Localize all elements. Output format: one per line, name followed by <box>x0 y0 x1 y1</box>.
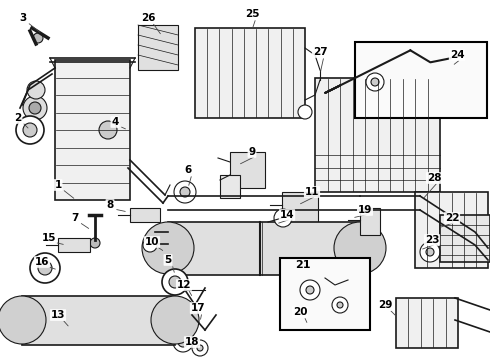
Text: 19: 19 <box>358 205 372 215</box>
Text: 24: 24 <box>450 50 465 60</box>
Text: 27: 27 <box>313 47 327 57</box>
Text: 28: 28 <box>427 173 441 183</box>
Circle shape <box>300 280 320 300</box>
Circle shape <box>27 81 45 99</box>
Circle shape <box>16 116 44 144</box>
Circle shape <box>143 238 157 252</box>
Text: 1: 1 <box>54 180 62 190</box>
Bar <box>168 222 360 275</box>
Circle shape <box>38 261 52 275</box>
Circle shape <box>142 222 194 274</box>
Circle shape <box>33 33 43 43</box>
Text: 8: 8 <box>106 200 114 210</box>
Text: 5: 5 <box>164 255 171 265</box>
Bar <box>396 298 458 348</box>
Circle shape <box>0 296 46 344</box>
Circle shape <box>197 345 203 351</box>
Circle shape <box>99 121 117 139</box>
Text: 21: 21 <box>295 260 311 270</box>
Circle shape <box>426 248 434 256</box>
Circle shape <box>334 222 386 274</box>
Circle shape <box>29 102 41 114</box>
Circle shape <box>332 297 348 313</box>
Circle shape <box>337 302 343 308</box>
Circle shape <box>420 242 440 262</box>
Bar <box>440 215 490 262</box>
Text: 12: 12 <box>177 280 191 290</box>
Bar <box>58 238 90 252</box>
Text: 2: 2 <box>14 113 22 123</box>
Circle shape <box>366 73 384 91</box>
Circle shape <box>173 332 193 352</box>
Text: 6: 6 <box>184 165 192 175</box>
Circle shape <box>23 123 37 137</box>
Text: 13: 13 <box>51 310 65 320</box>
Circle shape <box>90 238 100 248</box>
Circle shape <box>178 337 188 347</box>
Text: 11: 11 <box>305 187 319 197</box>
Text: 25: 25 <box>245 9 259 19</box>
Text: 4: 4 <box>111 117 119 127</box>
Circle shape <box>30 253 60 283</box>
Bar <box>315 78 440 192</box>
Text: 7: 7 <box>72 213 79 223</box>
Circle shape <box>174 181 196 203</box>
Circle shape <box>162 269 188 295</box>
Text: 15: 15 <box>42 233 56 243</box>
Bar <box>415 192 488 268</box>
Text: 23: 23 <box>425 235 439 245</box>
Text: 29: 29 <box>378 300 392 310</box>
Bar <box>130 208 160 222</box>
Circle shape <box>306 286 314 294</box>
Bar <box>55 60 130 200</box>
Text: 20: 20 <box>293 307 307 317</box>
Circle shape <box>23 96 47 120</box>
Circle shape <box>298 105 312 119</box>
Circle shape <box>151 296 199 344</box>
Circle shape <box>274 209 292 227</box>
Text: 16: 16 <box>35 257 49 267</box>
Bar <box>280 258 370 330</box>
Bar <box>282 192 318 228</box>
Text: 10: 10 <box>145 237 159 247</box>
Text: 17: 17 <box>191 303 205 313</box>
Text: 14: 14 <box>280 210 294 220</box>
Bar <box>138 25 178 70</box>
Text: 9: 9 <box>248 147 256 157</box>
Bar <box>360 208 380 235</box>
Text: 3: 3 <box>20 13 26 23</box>
Circle shape <box>169 276 181 288</box>
Circle shape <box>371 78 379 86</box>
Text: 18: 18 <box>185 337 199 347</box>
Bar <box>230 152 265 188</box>
Bar <box>355 42 487 118</box>
Bar <box>22 296 175 345</box>
Text: 26: 26 <box>141 13 155 23</box>
Circle shape <box>192 340 208 356</box>
Bar <box>220 175 240 198</box>
Text: 22: 22 <box>445 213 459 223</box>
Bar <box>195 28 305 118</box>
Circle shape <box>180 187 190 197</box>
